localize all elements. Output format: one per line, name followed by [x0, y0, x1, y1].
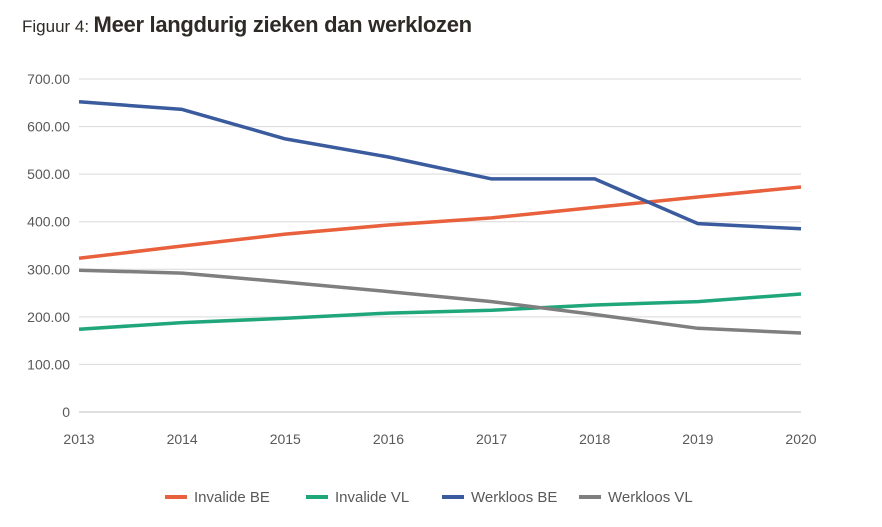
gridlines: [79, 78, 801, 413]
y-tick-label: 100.00: [27, 356, 70, 372]
y-tick-label: 300.00: [27, 261, 70, 277]
x-tick-label: 2014: [167, 431, 198, 447]
y-tick-label: 200.00: [27, 309, 70, 325]
chart-title: Meer langdurig zieken dan werklozen: [93, 12, 473, 37]
series-lines: [78, 100, 802, 335]
figure-label: Figuur 4:: [22, 17, 90, 36]
series-line-werkloos-vl: [78, 268, 802, 335]
x-tick-label: 2015: [270, 431, 301, 447]
y-tick-label: 400.00: [27, 214, 70, 230]
legend-label: Werkloos VL: [608, 489, 693, 506]
x-tick-label: 2017: [476, 431, 507, 447]
x-tick-label: 2019: [682, 431, 713, 447]
x-tick-label: 2020: [785, 431, 816, 447]
y-axis-ticks: 0 100.00 200.00 300.00 400.00 500.00 600.00 700…: [27, 71, 70, 420]
x-tick-label: 2016: [373, 431, 404, 447]
legend-label: Invalide BE: [194, 489, 270, 506]
y-tick-label: 700.00: [27, 71, 70, 87]
legend-label: Invalide VL: [335, 489, 409, 506]
chart-title-line: Figuur 4: Meer langdurig zieken dan werk…: [22, 12, 472, 38]
legend: Invalide BE Invalide VL Werkloos BE Werkloo…: [165, 489, 693, 506]
series-line-invalide-vl: [78, 292, 802, 331]
series-line-werkloos-be: [78, 100, 802, 231]
y-tick-label: 0: [62, 404, 70, 420]
x-tick-label: 2013: [63, 431, 94, 447]
series-line-invalide-be: [78, 185, 802, 261]
x-tick-label: 2018: [579, 431, 610, 447]
x-axis-ticks: 2013 2014 2015 2016 2017 2018 2019 2020: [63, 431, 816, 447]
y-tick-label: 500.00: [27, 166, 70, 182]
legend-label: Werkloos BE: [471, 489, 557, 506]
y-tick-label: 600.00: [27, 119, 70, 135]
